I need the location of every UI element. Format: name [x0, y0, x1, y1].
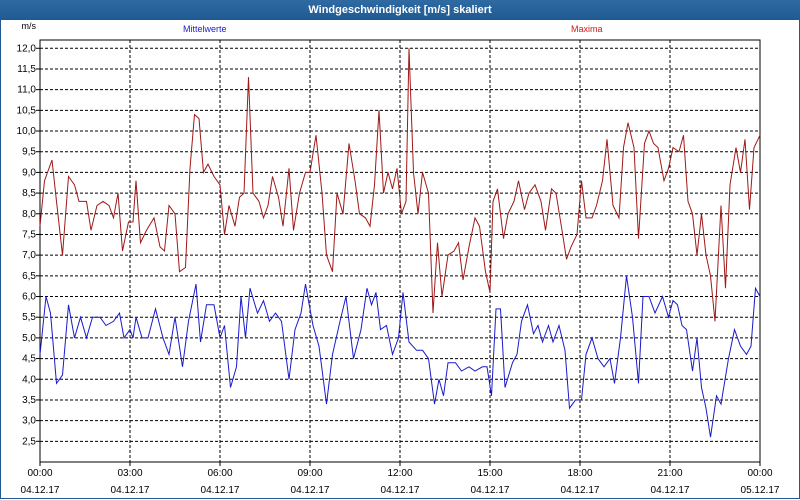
y-tick-label: 6,5 — [22, 271, 36, 282]
x-tick-label-time: 09:00 — [297, 468, 322, 479]
series-mittelwerte-line — [39, 275, 761, 438]
y-tick-label: 8,0 — [22, 209, 36, 220]
x-tick-label-time: 06:00 — [207, 468, 232, 479]
wind-speed-chart: 2,5 3,0 3,5 4,0 4,5 5,0 5,5 6,0 6,5 7,0 7,5 8,0 8,5 9… — [17, 21, 780, 496]
x-tick-label-time: 00:00 — [747, 468, 772, 479]
y-tick-label: 5,0 — [22, 333, 36, 344]
chart-title: Windgeschwindigkeit [m/s] skaliert — [0, 0, 800, 20]
x-tick-label-date: 04.12.17 — [21, 485, 60, 496]
y-tick-label: 9,0 — [22, 167, 36, 178]
x-tick-label-time: 15:00 — [477, 468, 502, 479]
legend-maxima: Maxima — [571, 24, 603, 34]
y-tick-label: 7,0 — [22, 250, 36, 261]
x-tick-label-date: 04.12.17 — [381, 485, 420, 496]
y-tick-label: 11,0 — [17, 85, 36, 96]
x-tick-label-time: 00:00 — [27, 468, 52, 479]
x-tick-label-time: 18:00 — [567, 468, 592, 479]
y-tick-label: 6,0 — [22, 292, 36, 303]
y-tick-label: 4,5 — [22, 354, 36, 365]
x-tick-label-date: 04.12.17 — [291, 485, 330, 496]
x-tick-label-date: 05.12.17 — [741, 485, 780, 496]
x-tick-label-date: 04.12.17 — [651, 485, 690, 496]
x-tick-label-time: 12:00 — [387, 468, 412, 479]
y-tick-label: 7,5 — [22, 229, 36, 240]
y-tick-label: 11,5 — [17, 64, 36, 75]
y-axis-unit-label: m/s — [22, 21, 37, 31]
y-tick-label: 2,5 — [22, 436, 36, 447]
y-tick-label: 8,5 — [22, 188, 36, 199]
series-maxima-line — [39, 48, 761, 322]
x-tick-label-date: 04.12.17 — [201, 485, 240, 496]
y-tick-label: 3,0 — [22, 416, 36, 427]
y-tick-label: 5,5 — [22, 312, 36, 323]
plot-area-border — [39, 39, 761, 463]
y-tick-label: 4,0 — [22, 374, 36, 385]
x-tick-label-date: 04.12.17 — [471, 485, 510, 496]
x-tick-label-date: 04.12.17 — [111, 485, 150, 496]
y-tick-label: 12,0 — [17, 43, 37, 54]
x-tick-label-time: 03:00 — [117, 468, 142, 479]
y-tick-label: 9,5 — [22, 147, 36, 158]
legend-mittelwerte: Mittelwerte — [183, 24, 227, 34]
y-tick-label: 10,5 — [17, 105, 37, 116]
y-tick-label: 10,0 — [17, 126, 37, 137]
x-tick-label-time: 21:00 — [657, 468, 682, 479]
x-tick-label-date: 04.12.17 — [561, 485, 600, 496]
y-tick-label: 3,5 — [22, 395, 36, 406]
